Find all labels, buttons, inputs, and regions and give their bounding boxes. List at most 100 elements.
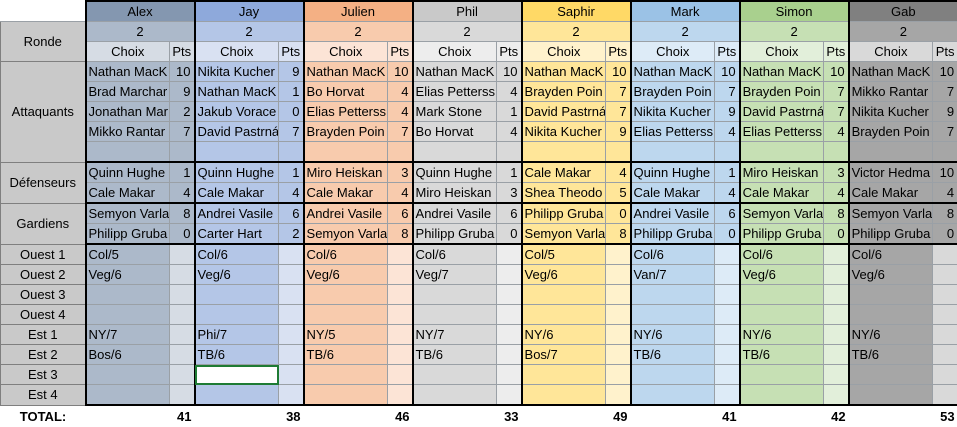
- game-pick[interactable]: [411, 364, 498, 385]
- pick-name[interactable]: Nikita Kucher: [193, 61, 280, 82]
- pick-name[interactable]: Brayden Poin: [302, 121, 389, 142]
- pick-points[interactable]: 9: [605, 121, 632, 142]
- empty-cell[interactable]: [496, 304, 523, 325]
- player-name-julien[interactable]: Julien: [302, 0, 414, 22]
- pick-points[interactable]: 1: [168, 161, 196, 183]
- empty-cell[interactable]: [278, 304, 305, 325]
- pick-points[interactable]: 9: [278, 61, 305, 82]
- pick-points[interactable]: 4: [605, 161, 632, 183]
- pick-points[interactable]: 5: [605, 182, 632, 204]
- empty-cell[interactable]: [714, 243, 741, 265]
- pick-points[interactable]: 4: [496, 81, 523, 102]
- pick-name[interactable]: Nathan MacK: [84, 61, 170, 82]
- empty-cell[interactable]: [605, 364, 632, 385]
- pick-points[interactable]: 7: [387, 121, 414, 142]
- ronde-value-saphir[interactable]: 2: [520, 21, 632, 42]
- empty-cell[interactable]: [496, 264, 523, 285]
- empty-cell[interactable]: [278, 384, 305, 406]
- game-pick[interactable]: [193, 284, 280, 305]
- pick-name[interactable]: Andrei Vasile: [411, 202, 498, 224]
- empty-cell[interactable]: [629, 141, 716, 163]
- pick-name[interactable]: Andrei Vasile: [629, 202, 716, 224]
- pick-points[interactable]: 8: [168, 202, 196, 224]
- empty-cell[interactable]: [605, 384, 632, 406]
- empty-cell[interactable]: [168, 344, 196, 365]
- empty-cell[interactable]: [303, 405, 388, 427]
- game-pick[interactable]: NY/7: [411, 324, 498, 345]
- empty-cell[interactable]: [496, 284, 523, 305]
- empty-cell[interactable]: [302, 141, 389, 163]
- game-pick[interactable]: [520, 384, 607, 406]
- empty-cell[interactable]: [714, 141, 741, 163]
- empty-cell[interactable]: [847, 141, 934, 163]
- pick-name[interactable]: Miro Heiskan: [411, 182, 498, 204]
- pick-points[interactable]: 7: [932, 121, 957, 142]
- game-pick[interactable]: Bos/6: [84, 344, 170, 365]
- pick-points[interactable]: 0: [714, 223, 741, 245]
- game-pick[interactable]: TB/6: [847, 344, 934, 365]
- pick-name[interactable]: Cale Makar: [520, 161, 607, 183]
- player-name-phil[interactable]: Phil: [411, 0, 523, 22]
- pick-name[interactable]: Mark Stone: [411, 101, 498, 122]
- pick-points[interactable]: 3: [387, 161, 414, 183]
- pick-name[interactable]: Quinn Hughe: [84, 161, 170, 183]
- empty-cell[interactable]: [193, 141, 280, 163]
- empty-cell[interactable]: [387, 304, 414, 325]
- pick-points[interactable]: 1: [496, 161, 523, 183]
- player-name-alex[interactable]: Alex: [84, 0, 196, 22]
- empty-cell[interactable]: [823, 284, 850, 305]
- game-pick[interactable]: Col/6: [738, 243, 825, 265]
- pick-name[interactable]: Cale Makar: [193, 182, 280, 204]
- pick-name[interactable]: Bo Horvat: [411, 121, 498, 142]
- empty-cell[interactable]: [714, 324, 741, 345]
- player-name-simon[interactable]: Simon: [738, 0, 850, 22]
- empty-cell[interactable]: [823, 243, 850, 265]
- game-pick[interactable]: [738, 284, 825, 305]
- pick-points[interactable]: 9: [932, 101, 957, 122]
- pick-name[interactable]: Brayden Poin: [738, 81, 825, 102]
- game-pick[interactable]: Veg/6: [847, 264, 934, 285]
- pick-name[interactable]: Victor Hedma: [847, 161, 934, 183]
- pick-name[interactable]: Nikita Kucher: [520, 121, 607, 142]
- empty-cell[interactable]: [714, 384, 741, 406]
- ronde-value-alex[interactable]: 2: [84, 21, 196, 42]
- pick-points[interactable]: 10: [823, 61, 850, 82]
- pick-name[interactable]: Jakub Vorace: [193, 101, 280, 122]
- empty-cell[interactable]: [168, 304, 196, 325]
- game-pick[interactable]: Col/6: [302, 243, 389, 265]
- empty-cell[interactable]: [714, 264, 741, 285]
- game-pick[interactable]: NY/6: [629, 324, 716, 345]
- empty-cell[interactable]: [605, 264, 632, 285]
- empty-cell[interactable]: [605, 141, 632, 163]
- player-name-saphir[interactable]: Saphir: [520, 0, 632, 22]
- pick-name[interactable]: Mikko Rantar: [847, 81, 934, 102]
- pick-name[interactable]: Shea Theodo: [520, 182, 607, 204]
- pick-name[interactable]: Nathan MacK: [847, 61, 934, 82]
- game-pick[interactable]: [738, 384, 825, 406]
- pick-points[interactable]: 4: [387, 101, 414, 122]
- pick-points[interactable]: 4: [168, 182, 196, 204]
- game-pick[interactable]: [629, 304, 716, 325]
- pick-name[interactable]: Philipp Gruba: [84, 223, 170, 245]
- pick-name[interactable]: Philipp Gruba: [520, 202, 607, 224]
- pick-points[interactable]: 10: [496, 61, 523, 82]
- empty-cell[interactable]: [278, 141, 305, 163]
- game-pick[interactable]: [847, 364, 934, 385]
- pick-name[interactable]: Nathan MacK: [302, 61, 389, 82]
- pick-points[interactable]: 0: [168, 223, 196, 245]
- empty-cell[interactable]: [412, 405, 497, 427]
- game-pick[interactable]: Col/5: [520, 243, 607, 265]
- game-pick[interactable]: Col/6: [193, 243, 280, 265]
- pick-name[interactable]: Philipp Gruba: [629, 223, 716, 245]
- empty-cell[interactable]: [932, 284, 957, 305]
- empty-cell[interactable]: [85, 405, 170, 427]
- empty-cell[interactable]: [605, 344, 632, 365]
- pick-name[interactable]: Bo Horvat: [302, 81, 389, 102]
- empty-cell[interactable]: [168, 364, 196, 385]
- empty-cell[interactable]: [387, 324, 414, 345]
- empty-cell[interactable]: [278, 284, 305, 305]
- empty-cell[interactable]: [387, 384, 414, 406]
- empty-cell[interactable]: [605, 284, 632, 305]
- pick-name[interactable]: Brayden Poin: [847, 121, 934, 142]
- pick-name[interactable]: Quinn Hughe: [411, 161, 498, 183]
